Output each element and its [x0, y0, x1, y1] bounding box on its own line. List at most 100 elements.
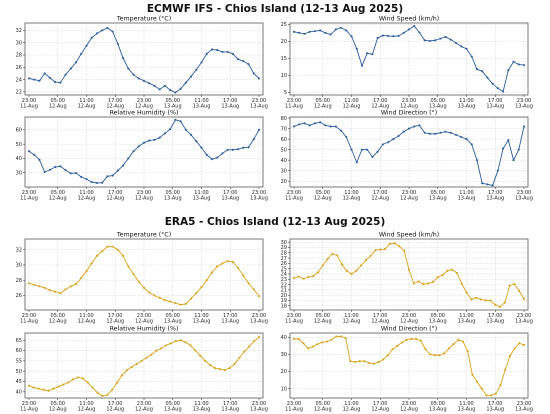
- data-point: [433, 354, 436, 357]
- data-point: [122, 164, 125, 167]
- data-point: [169, 128, 172, 131]
- data-point: [499, 384, 502, 387]
- data-point: [116, 169, 119, 172]
- data-point: [189, 297, 193, 300]
- data-point: [412, 282, 415, 285]
- data-point: [205, 153, 208, 156]
- x-tick-date-label: 12-Aug: [400, 319, 418, 325]
- data-point: [120, 374, 124, 377]
- y-tick-label: 45: [16, 379, 22, 385]
- data-point: [132, 273, 135, 276]
- data-point: [308, 124, 311, 127]
- y-tick-label: 65: [16, 338, 22, 344]
- data-point: [116, 381, 119, 384]
- data-point: [81, 377, 84, 380]
- x-tick-time-label: 11:00: [459, 190, 473, 196]
- y-tick-label: 28: [281, 250, 287, 256]
- data-point: [64, 169, 67, 172]
- x-tick-date-label: 13-Aug: [164, 407, 182, 413]
- x-tick-date-label: 12-Aug: [135, 196, 153, 202]
- data-point: [366, 148, 369, 151]
- data-point: [393, 242, 396, 245]
- x-tick-date-label: 12-Aug: [135, 104, 153, 110]
- data-point: [257, 295, 261, 298]
- data-point: [508, 355, 511, 358]
- data-point: [231, 52, 234, 55]
- y-tick-label: 70: [281, 126, 287, 132]
- x-tick-time-label: 23:00: [402, 401, 416, 407]
- data-point: [237, 148, 240, 151]
- data-point: [350, 35, 353, 38]
- x-tick-time-label: 11:00: [194, 190, 208, 196]
- y-tick-label: 30: [281, 168, 287, 174]
- data-point: [449, 131, 452, 134]
- data-point: [69, 285, 72, 288]
- data-point: [86, 381, 89, 384]
- data-point: [164, 344, 168, 347]
- y-tick-label: 24: [16, 77, 22, 83]
- data-point: [47, 389, 50, 392]
- x-tick-date-label: 11-Aug: [285, 407, 303, 413]
- data-point: [470, 55, 473, 58]
- x-tick-time-label: 23:00: [137, 401, 151, 407]
- data-point: [298, 31, 301, 34]
- data-point: [454, 133, 458, 136]
- data-point: [517, 148, 520, 151]
- y-tick-label: 26: [281, 261, 287, 267]
- x-tick-time-label: 23:00: [402, 313, 416, 319]
- data-point: [127, 67, 130, 70]
- data-point: [163, 84, 166, 87]
- y-tick-label: 80: [281, 116, 287, 122]
- ecmwf-wind-speed-chart: 51015202523:0011-Aug05:0012-Aug11:0012-A…: [281, 16, 533, 110]
- x-tick-time-label: 05:00: [431, 98, 445, 104]
- x-tick-date-label: 13-Aug: [250, 196, 268, 202]
- data-point: [316, 271, 320, 274]
- data-point: [398, 245, 401, 248]
- data-point: [142, 286, 146, 289]
- section-title-era5: ERA5 - Chios Island (12-13 Aug 2025): [165, 216, 386, 228]
- data-point: [135, 362, 138, 366]
- data-point: [383, 248, 387, 251]
- data-point: [382, 358, 385, 361]
- data-point: [360, 64, 364, 67]
- x-tick-date-label: 13-Aug: [164, 319, 182, 325]
- data-point: [443, 352, 446, 355]
- x-tick-date-label: 12-Aug: [400, 407, 418, 413]
- era5-relative-humidity-chart: 40455055606523:0011-Aug05:0012-Aug11:001…: [16, 326, 268, 413]
- data-point: [228, 367, 231, 370]
- data-point: [424, 348, 427, 351]
- x-tick-date-label: 13-Aug: [250, 407, 268, 413]
- data-point: [447, 347, 450, 350]
- data-point: [59, 292, 62, 295]
- data-point: [518, 289, 521, 292]
- data-point: [422, 282, 425, 286]
- data-point: [90, 180, 93, 184]
- data-point: [335, 335, 338, 338]
- data-point: [407, 127, 411, 130]
- x-tick-time-label: 05:00: [166, 401, 180, 407]
- x-tick-time-label: 17:00: [373, 190, 387, 196]
- data-point: [155, 349, 158, 352]
- x-tick-date-label: 11-Aug: [20, 104, 38, 110]
- data-point: [48, 168, 51, 171]
- data-point: [344, 337, 347, 340]
- x-tick-date-label: 12-Aug: [106, 407, 124, 413]
- data-point: [57, 385, 60, 388]
- x-tick-date-label: 13-Aug: [458, 196, 476, 202]
- data-point: [160, 347, 163, 350]
- data-point: [402, 31, 405, 34]
- data-point: [140, 359, 143, 362]
- data-point: [379, 248, 382, 251]
- plot-title: Relative Humidity (%): [110, 326, 179, 333]
- data-point: [355, 47, 358, 50]
- data-point: [122, 57, 125, 60]
- data-point: [223, 369, 226, 372]
- y-tick-label: 40: [16, 156, 22, 162]
- x-tick-date-label: 12-Aug: [106, 319, 124, 325]
- x-tick-date-label: 13-Aug: [193, 319, 211, 325]
- data-point: [252, 288, 255, 291]
- data-point: [85, 44, 88, 47]
- data-point: [52, 387, 55, 390]
- data-point: [423, 131, 426, 134]
- data-point: [439, 37, 442, 40]
